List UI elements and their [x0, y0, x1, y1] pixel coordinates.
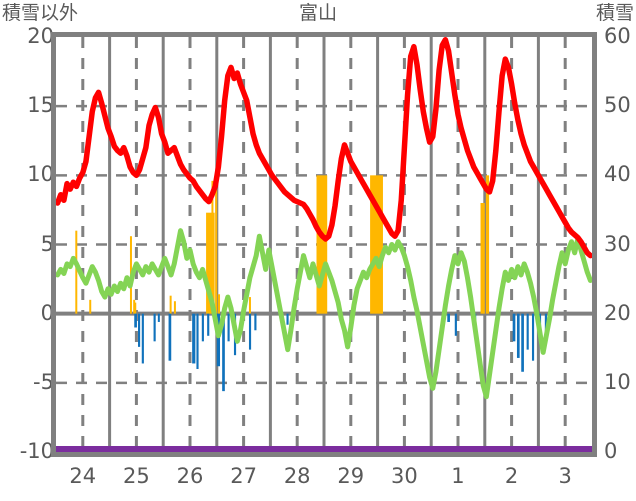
blue-bar-12 [227, 313, 230, 342]
right-axis-title: 積雪 [595, 2, 634, 24]
y-tick-right-5: 10 [604, 369, 631, 394]
x-tick-5: 29 [337, 464, 365, 488]
x-tick-9: 3 [558, 464, 572, 488]
blue-bar-5 [168, 313, 172, 361]
blue-bar-24 [516, 313, 520, 358]
orange-bar-8 [211, 180, 214, 314]
blue-bar-0 [134, 313, 137, 328]
orange-bar-0 [75, 230, 78, 314]
orange-bar-6 [173, 301, 176, 314]
x-tick-4: 28 [283, 464, 311, 488]
blue-bar-11 [222, 313, 225, 392]
x-tick-6: 30 [391, 464, 418, 488]
y-tick-left-6: -10 [19, 439, 54, 463]
chart-title: 富山 [298, 2, 337, 24]
blue-bar-17 [286, 313, 289, 325]
blue-bar-15 [248, 313, 252, 350]
y-tick-left-2: 10 [27, 162, 54, 187]
blue-bar-20 [454, 313, 457, 336]
blue-bar-9 [207, 313, 210, 336]
orange-bar-10 [217, 294, 221, 314]
x-tick-2: 26 [176, 464, 204, 488]
y-tick-right-4: 20 [604, 300, 631, 325]
orange-bar-12 [316, 175, 328, 314]
x-tick-8: 2 [504, 464, 519, 488]
blue-bar-25 [521, 313, 524, 372]
x-tick-7: 1 [451, 464, 465, 488]
orange-bar-11 [248, 297, 251, 314]
plot-area [51, 32, 597, 457]
x-tick-3: 27 [230, 464, 257, 488]
y-tick-right-0: 60 [604, 24, 631, 48]
y-tick-left-0: 20 [27, 24, 54, 48]
blue-bar-26 [526, 313, 529, 350]
orange-bar-14 [480, 203, 485, 314]
blue-bar-10 [216, 313, 221, 367]
blue-bar-7 [196, 313, 199, 369]
left-axis-title: 積雪以外 [2, 2, 79, 24]
y-tick-left-4: 0 [40, 300, 54, 325]
orange-bar-5 [169, 295, 172, 314]
x-tick-1: 25 [123, 464, 150, 488]
orange-bar-1 [89, 299, 92, 314]
blue-bar-6 [192, 313, 196, 364]
blue-bar-4 [157, 313, 160, 322]
orange-bar-4 [134, 302, 137, 314]
y-tick-right-1: 50 [604, 93, 631, 118]
blue-bar-3 [153, 313, 156, 342]
orange-bar-3 [133, 299, 136, 314]
y-tick-right-6: 0 [604, 439, 618, 463]
blue-bar-2 [141, 313, 144, 364]
orange-bar-7 [206, 212, 215, 314]
y-tick-left-1: 15 [27, 93, 54, 118]
y-tick-right-3: 30 [604, 231, 631, 256]
blue-bar-23 [512, 313, 516, 342]
green-line-series [56, 228, 592, 400]
blue-bar-8 [201, 313, 204, 342]
blue-bar-19 [447, 313, 450, 322]
red-line-series [56, 37, 592, 259]
blue-bar-27 [531, 313, 535, 361]
y-tick-right-2: 40 [604, 162, 631, 187]
y-tick-left-3: 5 [40, 231, 54, 256]
orange-bar-15 [485, 175, 490, 314]
x-tick-0: 24 [69, 464, 97, 488]
blue-bar-1 [138, 313, 141, 347]
orange-bar-9 [215, 183, 218, 314]
y-tick-left-5: -5 [33, 369, 54, 394]
blue-bar-16 [254, 313, 257, 331]
